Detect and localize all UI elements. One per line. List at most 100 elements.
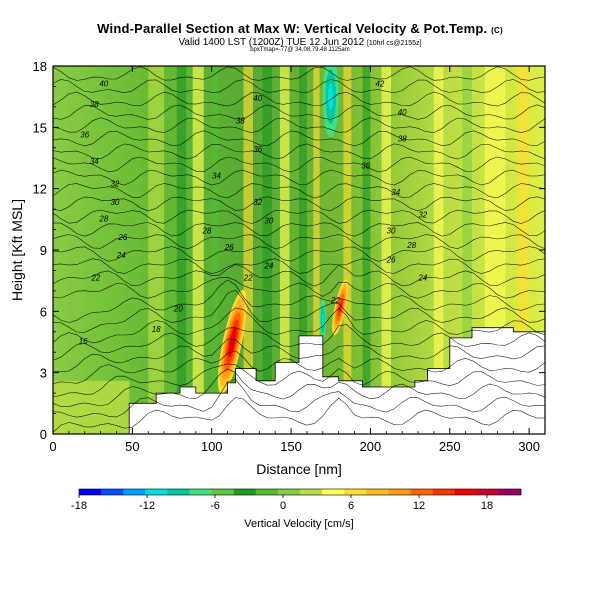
velocity-streak (381, 66, 392, 434)
colorbar-tick-label: 0 (280, 500, 286, 512)
colorbar-swatch (476, 489, 500, 495)
colorbar-tick-label: 18 (481, 500, 493, 512)
theta-contour (53, 379, 545, 418)
theta-contour (53, 117, 545, 134)
theta-contour (53, 368, 545, 408)
colorbar-swatch (498, 489, 522, 495)
y-tick-label: 15 (33, 120, 47, 135)
colorbar-swatch (366, 489, 389, 495)
contour-label: 18 (152, 325, 161, 334)
chart-subtitle: Valid 1400 LST (1200Z) TUE 12 Jun 2012 [… (178, 37, 422, 48)
theta-contour (53, 338, 545, 373)
contour-label: 24 (263, 261, 273, 270)
y-tick-label: 3 (40, 366, 47, 381)
contour-label: 28 (98, 214, 108, 223)
colorbar-swatch (344, 489, 367, 495)
theta-contour (53, 66, 545, 81)
contour-label: 36 (80, 131, 89, 140)
colorbar-swatch (167, 489, 190, 495)
colorbar-swatch (255, 489, 279, 495)
colorbar-swatch (277, 489, 301, 495)
colorbar-swatch (300, 489, 323, 495)
terrain (53, 327, 545, 434)
theta-contour (53, 183, 545, 199)
contour-label: 24 (116, 251, 126, 260)
colorbar-swatch (101, 489, 124, 495)
contour-label: 38 (236, 116, 245, 125)
contour-label: 40 (398, 108, 407, 117)
theta-contour (53, 279, 545, 323)
colorbar-tick-label: 6 (348, 500, 354, 512)
colorbar-swatch (79, 489, 102, 495)
title-mark: (C) (491, 26, 503, 35)
colorbar-tick-label: -6 (210, 500, 220, 512)
contour-label: 30 (110, 198, 119, 207)
colorbar-swatch (454, 489, 478, 495)
theta-contour (53, 363, 545, 398)
colorbar-swatch (211, 489, 234, 495)
velocity-streak (211, 66, 219, 434)
contour-labels: 4038363432302826242220181640383634323028… (79, 80, 428, 347)
y-tick-label: 6 (40, 304, 47, 319)
colorbar-swatch (432, 489, 455, 495)
colorbar-swatch (123, 489, 146, 495)
updraft-core (338, 302, 342, 312)
contour-label: 20 (173, 304, 183, 313)
contour-label: 36 (361, 161, 370, 170)
theta-contour (53, 143, 545, 160)
y-tick-label: 18 (33, 59, 47, 74)
contour-label: 22 (243, 274, 253, 283)
colorbar-tick-label: -12 (139, 500, 155, 512)
velocity-streak (433, 66, 444, 434)
theta-contour (53, 397, 545, 433)
theta-contour (53, 246, 545, 262)
contour-label: 28 (406, 241, 416, 250)
contour-label: 30 (387, 227, 396, 236)
theta-contour (53, 222, 545, 237)
velocity-streak (262, 66, 273, 434)
contour-label: 32 (110, 180, 119, 189)
colorbar-swatch (410, 489, 433, 495)
x-tick-label: 150 (280, 439, 302, 454)
subtitle-note: [10hrl cs@2155z] (366, 40, 422, 47)
theta-contour (53, 234, 545, 250)
y-tick-label: 9 (40, 243, 47, 258)
x-tick-label: 250 (439, 439, 461, 454)
theta-contour (53, 169, 545, 186)
contour-label: 24 (417, 274, 427, 283)
x-axis-title: Distance [nm] (256, 461, 342, 477)
x-tick-label: 0 (49, 439, 56, 454)
velocity-streak (279, 66, 290, 434)
theta-contour (53, 156, 545, 173)
contour-label: 26 (386, 255, 396, 264)
x-tick-label: 50 (125, 439, 139, 454)
x-tick-label: 200 (360, 439, 382, 454)
theta-contour (53, 258, 545, 275)
velocity-streak (176, 66, 187, 434)
colorbar-tick-label: 12 (413, 500, 425, 512)
theta-contour (53, 289, 545, 333)
updraft-core (230, 334, 235, 350)
y-tick-label: 12 (33, 182, 47, 197)
contour-label: 38 (90, 100, 99, 109)
downdraft-core (328, 83, 334, 111)
contour-label: 34 (212, 172, 221, 181)
contour-label: 30 (264, 216, 273, 225)
colorbar-swatch (388, 489, 411, 495)
colorbar-label: Vertical Velocity [cm/s] (244, 518, 353, 530)
contour-label: 32 (418, 210, 427, 219)
colorbar-tick-label: -18 (71, 500, 87, 512)
velocity-streak (299, 66, 307, 434)
velocity-streak (362, 66, 371, 434)
x-tick-label: 100 (201, 439, 223, 454)
contour-label: 36 (253, 145, 262, 154)
velocity-streak (313, 66, 320, 434)
theta-contour (53, 130, 545, 147)
contour-label: 38 (398, 135, 407, 144)
theta-contour (53, 307, 545, 344)
contour-label: 34 (90, 157, 99, 166)
low-level-field (53, 380, 130, 434)
colorbar-frame (78, 488, 522, 496)
theta-contour (53, 209, 545, 224)
